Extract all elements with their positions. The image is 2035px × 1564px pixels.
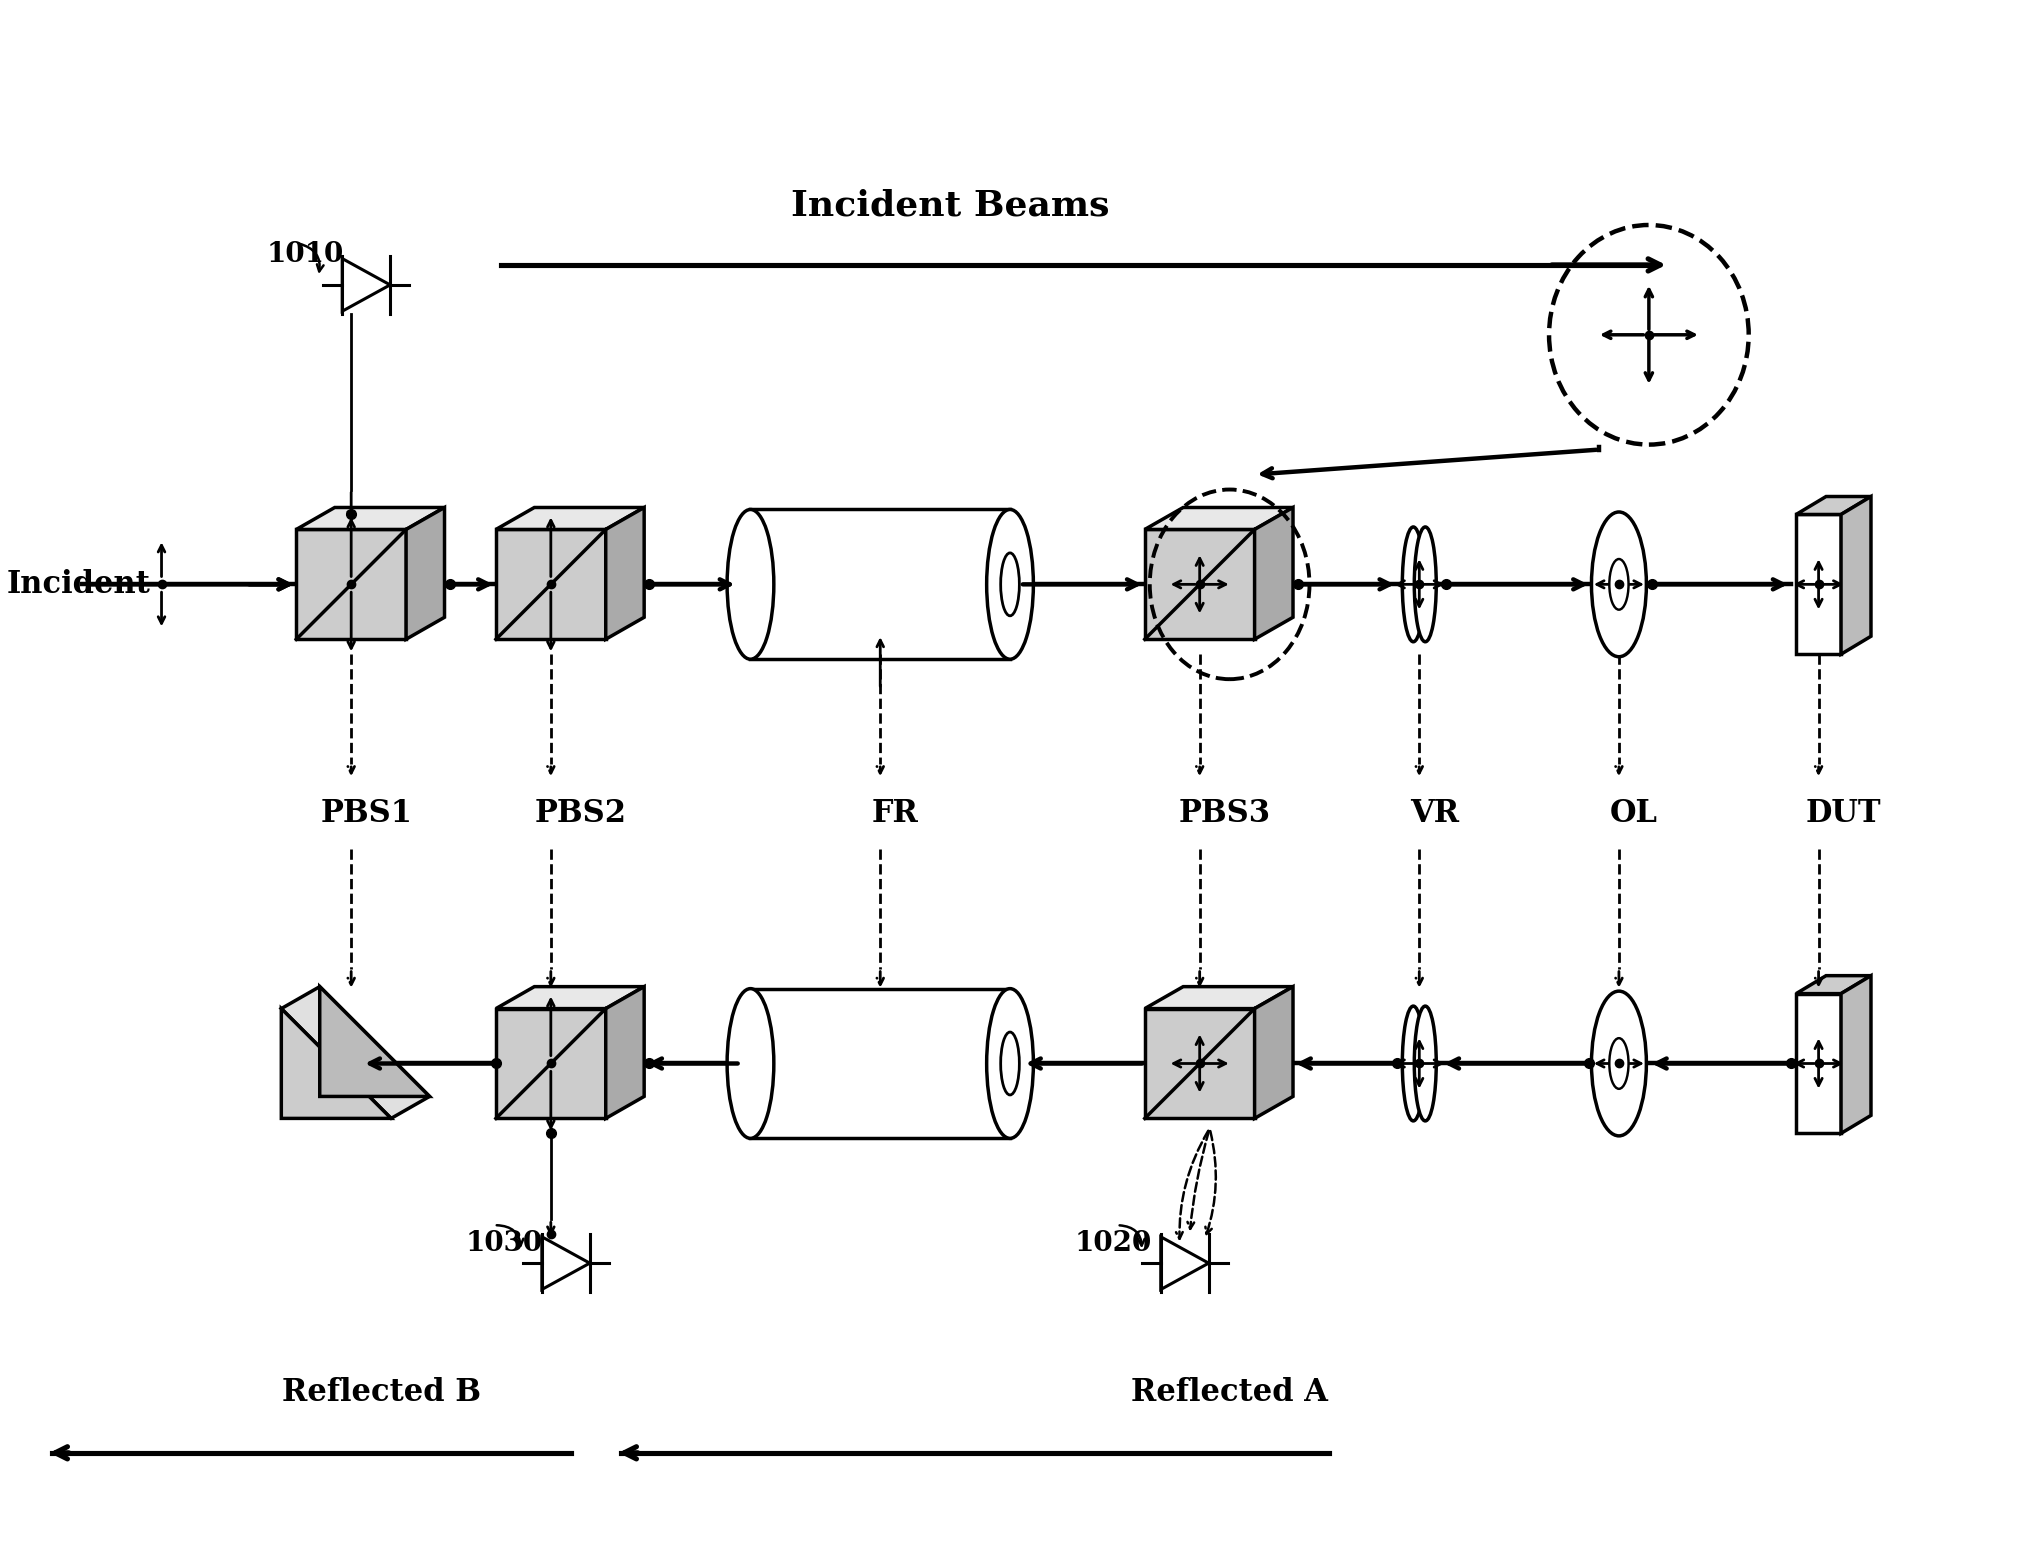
Ellipse shape	[1591, 992, 1646, 1135]
Polygon shape	[1842, 976, 1870, 1134]
Text: Reflected A: Reflected A	[1131, 1378, 1329, 1409]
Ellipse shape	[1414, 527, 1437, 641]
Polygon shape	[497, 530, 606, 640]
Ellipse shape	[1001, 1032, 1020, 1095]
Text: FR: FR	[871, 799, 918, 829]
Ellipse shape	[1402, 1006, 1424, 1121]
Polygon shape	[497, 1009, 606, 1118]
Ellipse shape	[726, 988, 773, 1139]
Polygon shape	[281, 987, 429, 1118]
Polygon shape	[1797, 515, 1842, 654]
Ellipse shape	[1610, 558, 1628, 610]
Text: 1020: 1020	[1074, 1229, 1152, 1257]
Polygon shape	[1146, 530, 1256, 640]
Polygon shape	[497, 507, 645, 530]
Ellipse shape	[1591, 511, 1646, 657]
Text: 1030: 1030	[466, 1229, 543, 1257]
Polygon shape	[1256, 507, 1292, 640]
Polygon shape	[1842, 496, 1870, 654]
Ellipse shape	[1402, 527, 1424, 641]
Ellipse shape	[1001, 554, 1020, 616]
Polygon shape	[297, 530, 407, 640]
Ellipse shape	[726, 510, 773, 658]
Text: 1010: 1010	[267, 241, 344, 269]
Text: PBS1: PBS1	[319, 799, 413, 829]
Polygon shape	[297, 507, 444, 530]
Polygon shape	[319, 987, 429, 1096]
Ellipse shape	[1414, 1006, 1437, 1121]
Text: Incident Beams: Incident Beams	[792, 188, 1109, 222]
Polygon shape	[281, 1009, 391, 1118]
Text: OL: OL	[1610, 799, 1659, 829]
Polygon shape	[1256, 987, 1292, 1118]
Polygon shape	[606, 507, 645, 640]
Text: DUT: DUT	[1805, 799, 1880, 829]
Text: Incident: Incident	[6, 569, 151, 601]
Ellipse shape	[1610, 1038, 1628, 1089]
Polygon shape	[1797, 993, 1842, 1134]
Polygon shape	[751, 988, 1009, 1139]
Polygon shape	[1797, 496, 1870, 515]
Polygon shape	[606, 987, 645, 1118]
Polygon shape	[1146, 987, 1292, 1009]
Polygon shape	[497, 987, 645, 1009]
Polygon shape	[1797, 976, 1870, 993]
Text: Reflected B: Reflected B	[281, 1378, 480, 1409]
Polygon shape	[1146, 1009, 1256, 1118]
Ellipse shape	[987, 510, 1034, 658]
Polygon shape	[407, 507, 444, 640]
Polygon shape	[1146, 507, 1292, 530]
Ellipse shape	[987, 988, 1034, 1139]
Text: VR: VR	[1410, 799, 1459, 829]
Text: PBS3: PBS3	[1178, 799, 1270, 829]
Text: PBS2: PBS2	[535, 799, 627, 829]
Polygon shape	[751, 510, 1009, 658]
